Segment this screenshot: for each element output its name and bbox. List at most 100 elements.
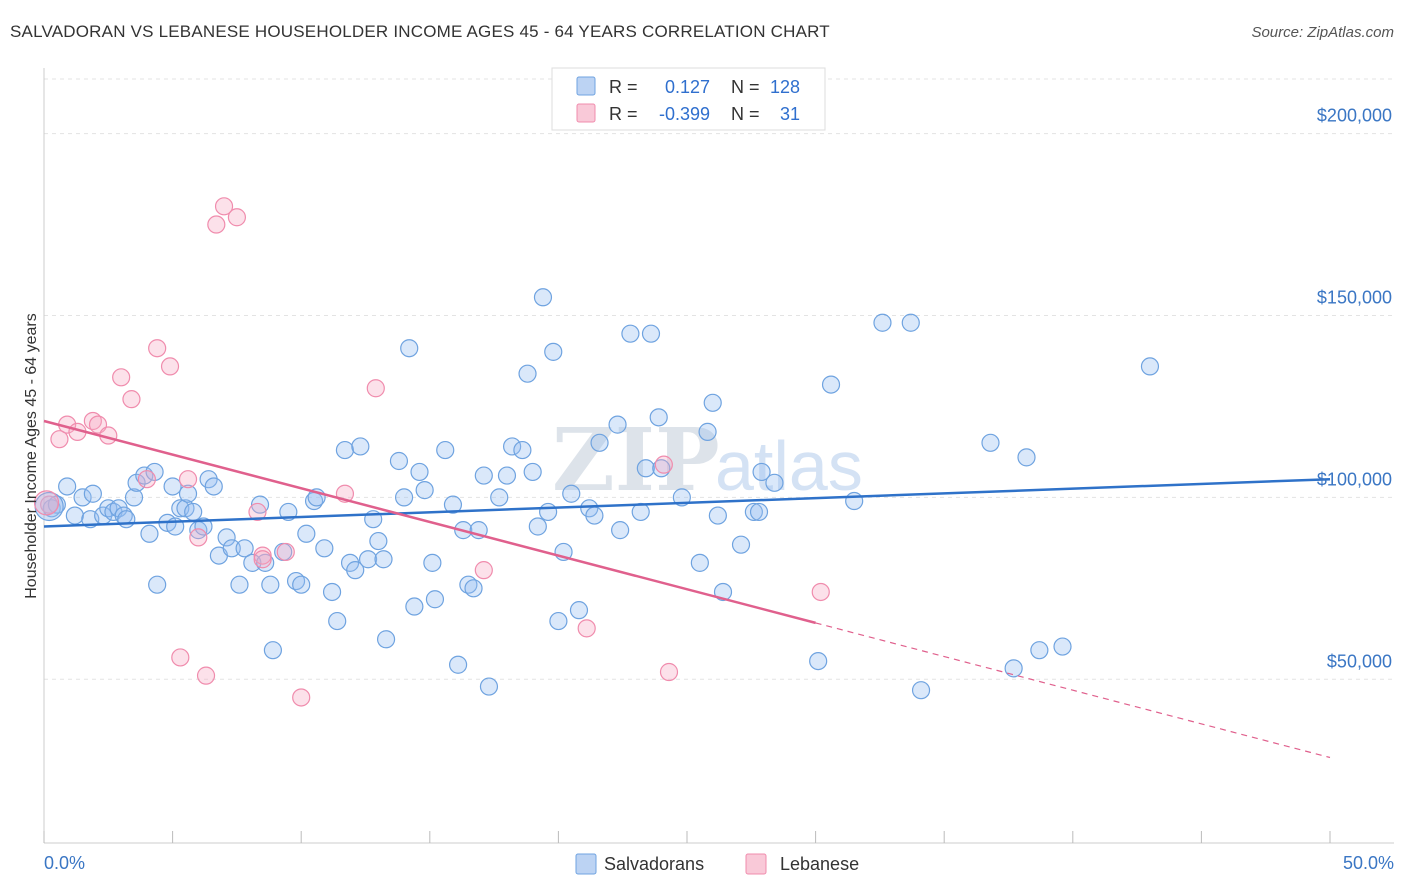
- data-point-salvadorans: [497, 466, 517, 485]
- data-point-lebanese: [214, 197, 234, 216]
- data-point-salvadorans: [590, 433, 609, 452]
- data-point-salvadorans: [549, 611, 568, 631]
- y-tick-labels: $50,000 $100,000 $150,000 $200,000: [1317, 106, 1392, 672]
- data-point-salvadorans: [821, 375, 841, 394]
- data-point-salvadorans: [809, 651, 828, 671]
- data-point-salvadorans: [410, 462, 429, 482]
- data-point-salvadorans: [731, 535, 751, 554]
- legend-r-value-2: -0.399: [659, 104, 710, 124]
- data-point-salvadorans: [703, 393, 722, 412]
- data-point-salvadorans: [250, 495, 270, 514]
- data-point-salvadorans: [744, 502, 763, 522]
- data-point-salvadorans: [523, 462, 542, 482]
- data-point-lebanese: [171, 648, 190, 667]
- data-point-lebanese: [189, 528, 208, 547]
- correlation-legend: R = 0.127 N = 128 R = -0.399 N = 31: [551, 67, 826, 131]
- data-point-salvadorans: [845, 491, 864, 511]
- data-point-salvadorans: [443, 495, 463, 514]
- data-point-lebanese: [276, 542, 295, 562]
- data-point-salvadorans: [1140, 357, 1160, 376]
- trend-line-salvadorans: [43, 477, 1331, 528]
- data-point-salvadorans: [335, 440, 355, 460]
- data-point-salvadorans: [235, 539, 254, 558]
- legend-n-value-1: 128: [770, 77, 800, 97]
- data-point-lebanese: [811, 582, 830, 602]
- data-point-salvadorans: [474, 466, 493, 485]
- data-point-salvadorans: [148, 575, 167, 594]
- data-point-lebanese: [207, 215, 226, 234]
- data-point-lebanese: [122, 390, 141, 409]
- data-point-lebanese: [227, 208, 246, 227]
- data-point-salvadorans: [641, 324, 661, 343]
- data-point-salvadorans: [117, 510, 136, 529]
- data-point-salvadorans: [611, 521, 630, 540]
- data-point-lebanese: [50, 430, 69, 449]
- data-point-salvadorans: [518, 364, 537, 383]
- bottom-legend-salvadorans: Salvadorans: [604, 854, 704, 874]
- data-point-lebanese: [659, 662, 679, 682]
- data-point-salvadorans: [698, 422, 717, 441]
- data-point-salvadorans: [163, 477, 182, 496]
- data-point-salvadorans: [358, 550, 378, 569]
- data-point-salvadorans: [292, 575, 311, 594]
- data-point-salvadorans: [400, 339, 419, 358]
- legend-swatch-lebanese: [576, 103, 596, 123]
- data-point-lebanese: [137, 470, 156, 489]
- data-point-salvadorans: [981, 433, 1000, 452]
- data-point-salvadorans: [423, 553, 442, 572]
- data-point-salvadorans: [749, 502, 769, 522]
- bottom-legend-swatch-salvadorans: [575, 853, 597, 875]
- trend-lines: [43, 419, 1331, 759]
- legend-n-value-2: 31: [780, 104, 800, 124]
- data-point-salvadorans: [621, 324, 640, 343]
- data-point-salvadorans: [73, 488, 92, 507]
- legend-r-label-2: R =: [609, 104, 638, 124]
- legend-r-value-1: 0.127: [665, 77, 710, 97]
- y-axis-label: Householder Income Ages 45 - 64 years: [23, 313, 40, 599]
- y-tick-label: $150,000: [1317, 287, 1392, 307]
- data-point-salvadorans: [369, 531, 388, 551]
- legend-r-label-1: R =: [609, 77, 638, 97]
- x-tick-label-min: 0.0%: [44, 853, 85, 873]
- chart-title: SALVADORAN VS LEBANESE HOUSEHOLDER INCOM…: [10, 22, 830, 41]
- data-point-salvadorans: [1004, 659, 1023, 678]
- data-point-salvadorans: [65, 506, 84, 525]
- data-points: [33, 197, 1160, 707]
- data-point-salvadorans: [911, 681, 931, 700]
- data-point-salvadorans: [297, 524, 316, 543]
- data-point-salvadorans: [230, 575, 249, 594]
- data-point-salvadorans: [569, 601, 589, 620]
- axes: [43, 68, 1394, 844]
- source-credit: Source: ZipAtlas.com: [1251, 24, 1394, 41]
- data-point-salvadorans: [636, 459, 655, 478]
- data-point-salvadorans: [315, 539, 334, 558]
- data-point-salvadorans: [901, 313, 920, 332]
- watermark: ZIP atlas: [552, 410, 863, 511]
- data-point-salvadorans: [490, 488, 509, 507]
- data-point-salvadorans: [351, 437, 370, 456]
- data-point-salvadorans: [389, 451, 409, 471]
- data-point-salvadorans: [708, 506, 727, 525]
- legend-box: [551, 67, 826, 131]
- x-tick-label-max: 50.0%: [1343, 853, 1394, 873]
- data-point-salvadorans: [322, 582, 342, 602]
- data-point-lebanese: [654, 455, 673, 474]
- data-point-salvadorans: [713, 582, 733, 602]
- data-point-salvadorans: [649, 408, 668, 427]
- data-point-salvadorans: [544, 342, 563, 361]
- data-point-salvadorans: [145, 462, 164, 482]
- data-point-salvadorans: [263, 641, 283, 660]
- data-point-salvadorans: [436, 440, 455, 460]
- data-point-salvadorans: [178, 484, 198, 503]
- data-point-lebanese: [292, 688, 311, 707]
- data-point-salvadorans: [83, 484, 102, 503]
- series-legend: Salvadorans Lebanese: [575, 853, 859, 875]
- data-point-salvadorans: [394, 488, 414, 507]
- data-point-salvadorans: [533, 288, 553, 307]
- data-point-lebanese: [40, 495, 59, 514]
- data-point-lebanese: [148, 339, 167, 358]
- data-point-lebanese: [112, 368, 131, 387]
- data-point-salvadorans: [562, 484, 581, 503]
- data-point-lebanese: [160, 357, 180, 376]
